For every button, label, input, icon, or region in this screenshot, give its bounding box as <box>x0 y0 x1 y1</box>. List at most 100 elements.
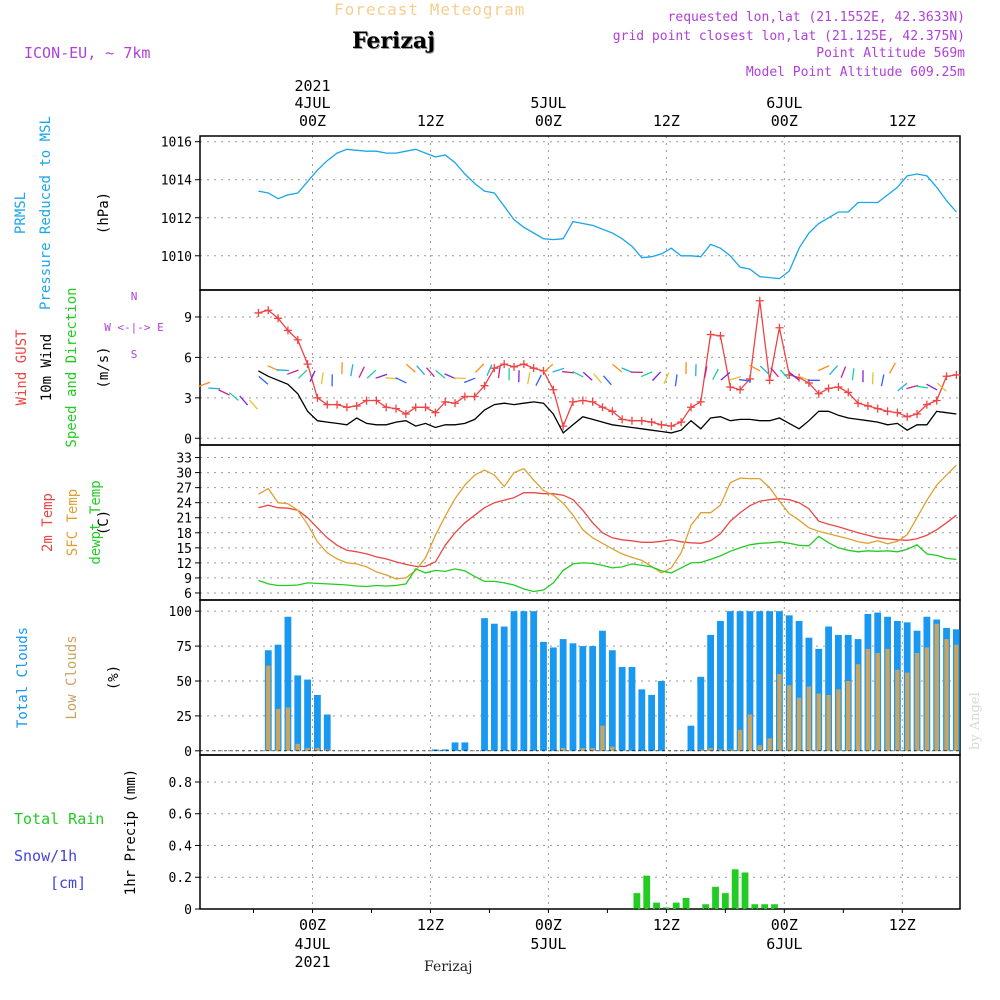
wind-arrow <box>358 366 365 378</box>
gust-marker <box>942 372 951 381</box>
gust-marker <box>745 374 754 383</box>
gust-marker <box>883 407 892 416</box>
gust-marker <box>677 418 686 427</box>
y-tick-label: 1012 <box>161 212 192 227</box>
wind-arrow <box>486 364 493 376</box>
gust-marker <box>844 388 853 397</box>
total-cloud-bar <box>756 611 764 751</box>
rain-bar <box>633 893 641 909</box>
gust-marker <box>726 383 735 392</box>
total-cloud-bar <box>490 623 498 751</box>
gust-marker <box>657 420 666 429</box>
wind-arrow <box>789 372 800 381</box>
wind-arrow <box>527 372 531 385</box>
low-cloud-bar <box>610 746 615 751</box>
gust-marker <box>854 399 863 408</box>
wind-arrow <box>562 370 575 374</box>
low-cloud-bar <box>590 748 595 751</box>
unit-label: (m/s) <box>96 346 112 388</box>
low-cloud-bar <box>708 748 713 751</box>
panel-label: Total Clouds <box>15 627 31 728</box>
rain-bar <box>771 904 778 909</box>
gust-marker <box>500 360 509 369</box>
wind-arrow <box>416 365 426 376</box>
total-cloud-bar <box>569 643 577 751</box>
low-cloud-bar <box>885 648 890 751</box>
panel-label: PRMSL <box>13 192 29 234</box>
wind-arrow <box>640 371 653 378</box>
low-cloud-bar <box>924 647 930 751</box>
wind-arrow <box>817 365 830 372</box>
gust-marker <box>913 410 922 418</box>
wind-arrow <box>435 369 446 379</box>
low-cloud-bar <box>747 714 753 751</box>
total-cloud-bar <box>658 680 665 751</box>
wind-arrow <box>198 381 211 388</box>
wind-arrow <box>759 365 770 375</box>
wind-arrow <box>208 387 221 390</box>
low-cloud-bar <box>914 653 920 751</box>
y-tick-label: 3 <box>184 392 192 407</box>
total-cloud-bar <box>766 611 773 751</box>
unit-label: 1hr Precip (mm) <box>123 769 139 895</box>
gust-marker <box>510 362 519 371</box>
y-tick-label: 50 <box>176 675 192 690</box>
y-tick-label: 24 <box>176 497 192 512</box>
unit-label: (%) <box>106 665 122 690</box>
low-cloud-bar <box>600 725 605 751</box>
total-cloud-bar <box>618 667 626 751</box>
gust-marker <box>490 364 499 373</box>
low-cloud-bar <box>934 623 939 751</box>
top-time-label: 00Z <box>535 112 562 130</box>
gust-marker <box>932 396 941 405</box>
total-cloud-bar <box>510 611 518 751</box>
wind-arrow <box>906 384 919 390</box>
gust-marker <box>283 326 292 335</box>
panel-label: 2m Temp <box>40 493 56 552</box>
rain-bar <box>731 869 739 909</box>
total-cloud-bar <box>530 611 538 751</box>
gust-marker <box>549 385 558 394</box>
top-year-label: 2021 <box>294 77 330 95</box>
low-cloud-bar <box>895 669 900 751</box>
gust-marker <box>392 404 401 413</box>
gust-marker <box>814 389 823 398</box>
y-tick-label: 1010 <box>161 250 192 265</box>
total-cloud-bar <box>736 611 744 751</box>
wind-arrow <box>582 371 593 381</box>
gust-marker <box>706 330 715 339</box>
gust-marker <box>598 403 607 412</box>
wind-arrow <box>375 373 388 379</box>
location-name: Ferizaj <box>352 28 436 54</box>
y-tick-label: 0.2 <box>169 871 192 886</box>
wind-arrow <box>840 366 847 379</box>
y-tick-label: 75 <box>176 640 192 655</box>
bottom-date-label: 5JUL <box>530 935 566 953</box>
gust-marker <box>382 403 391 412</box>
low-cloud-bar <box>806 686 812 751</box>
wind-arrow <box>249 399 258 410</box>
top-time-label: 00Z <box>299 112 326 130</box>
wind-arrow <box>749 364 761 372</box>
panel-label: SFC Temp <box>65 489 81 556</box>
y-tick-label: 0.4 <box>169 839 193 854</box>
low-cloud-bar <box>315 748 320 751</box>
total-cloud-bar <box>589 646 597 751</box>
gust-marker <box>716 331 725 340</box>
low-cloud-bar <box>796 697 802 751</box>
total-cloud-bar <box>559 639 567 751</box>
legend-total-rain: Total Rain <box>14 810 104 828</box>
wind-arrow <box>703 366 708 379</box>
wind-arrow <box>463 377 476 384</box>
gust-marker <box>775 323 784 332</box>
gust-marker <box>578 396 587 405</box>
y-tick-label: 0 <box>184 903 192 918</box>
low-cloud-bar <box>777 674 782 751</box>
rain-bar <box>662 907 670 909</box>
y-tick-label: 27 <box>176 482 192 497</box>
rain-bar <box>741 872 749 909</box>
panel-label: Speed and Direction <box>64 287 80 447</box>
gust-marker <box>411 403 420 412</box>
wind-arrow <box>828 365 838 376</box>
model-label: ICON-EU, ~ 7km <box>24 44 151 62</box>
